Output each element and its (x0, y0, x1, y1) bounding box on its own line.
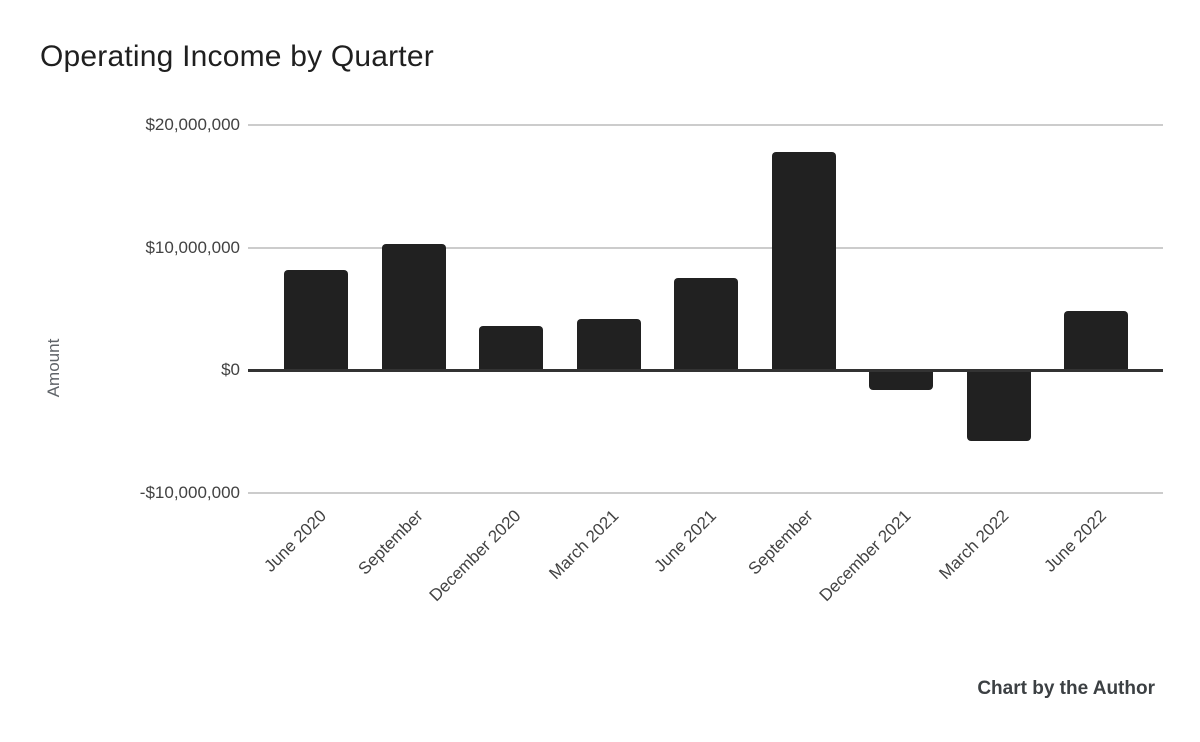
gridline (248, 491, 1163, 494)
y-tick-label: $10,000,000 (145, 237, 240, 257)
x-tick-label-0-june-2020: June 2020 (260, 506, 330, 576)
y-tick-label: $20,000,000 (145, 115, 240, 134)
bar-8-june-2022[interactable] (1064, 311, 1128, 370)
attribution-text: Chart by the Author (977, 678, 1155, 699)
gridline (248, 124, 1163, 126)
bar-1-september[interactable] (381, 243, 446, 370)
chart-title: Operating Income by Quarter (40, 40, 434, 73)
x-tick-label-6-december-2021: December 2021 (815, 506, 915, 606)
x-tick-label-1-september: September (354, 506, 428, 579)
x-tick-label-7-march-2022: March 2022 (935, 506, 1013, 584)
bar-5-september[interactable] (771, 151, 836, 370)
bar-3-march-2021[interactable] (576, 318, 641, 370)
y-tick-label: -$10,000,000 (139, 482, 240, 502)
bar-0-june-2020[interactable] (284, 269, 348, 370)
x-tick-label-2-december-2020: December 2020 (425, 506, 525, 606)
x-tick-label-4-june-2021: June 2021 (650, 506, 720, 576)
bar-4-june-2021[interactable] (674, 278, 738, 370)
x-tick-label-5-september: September (744, 506, 818, 579)
x-axis-zero-line (248, 368, 1163, 372)
x-tick-label-3-march-2021: March 2021 (545, 506, 623, 584)
bar-7-march-2022[interactable] (966, 370, 1031, 442)
x-tick-label-8-june-2022: June 2022 (1040, 506, 1110, 576)
bar-2-december-2020[interactable] (479, 325, 543, 370)
gridline (248, 246, 1163, 249)
y-tick-label: $0 (221, 360, 240, 379)
bar-6-december-2021[interactable] (869, 370, 933, 390)
